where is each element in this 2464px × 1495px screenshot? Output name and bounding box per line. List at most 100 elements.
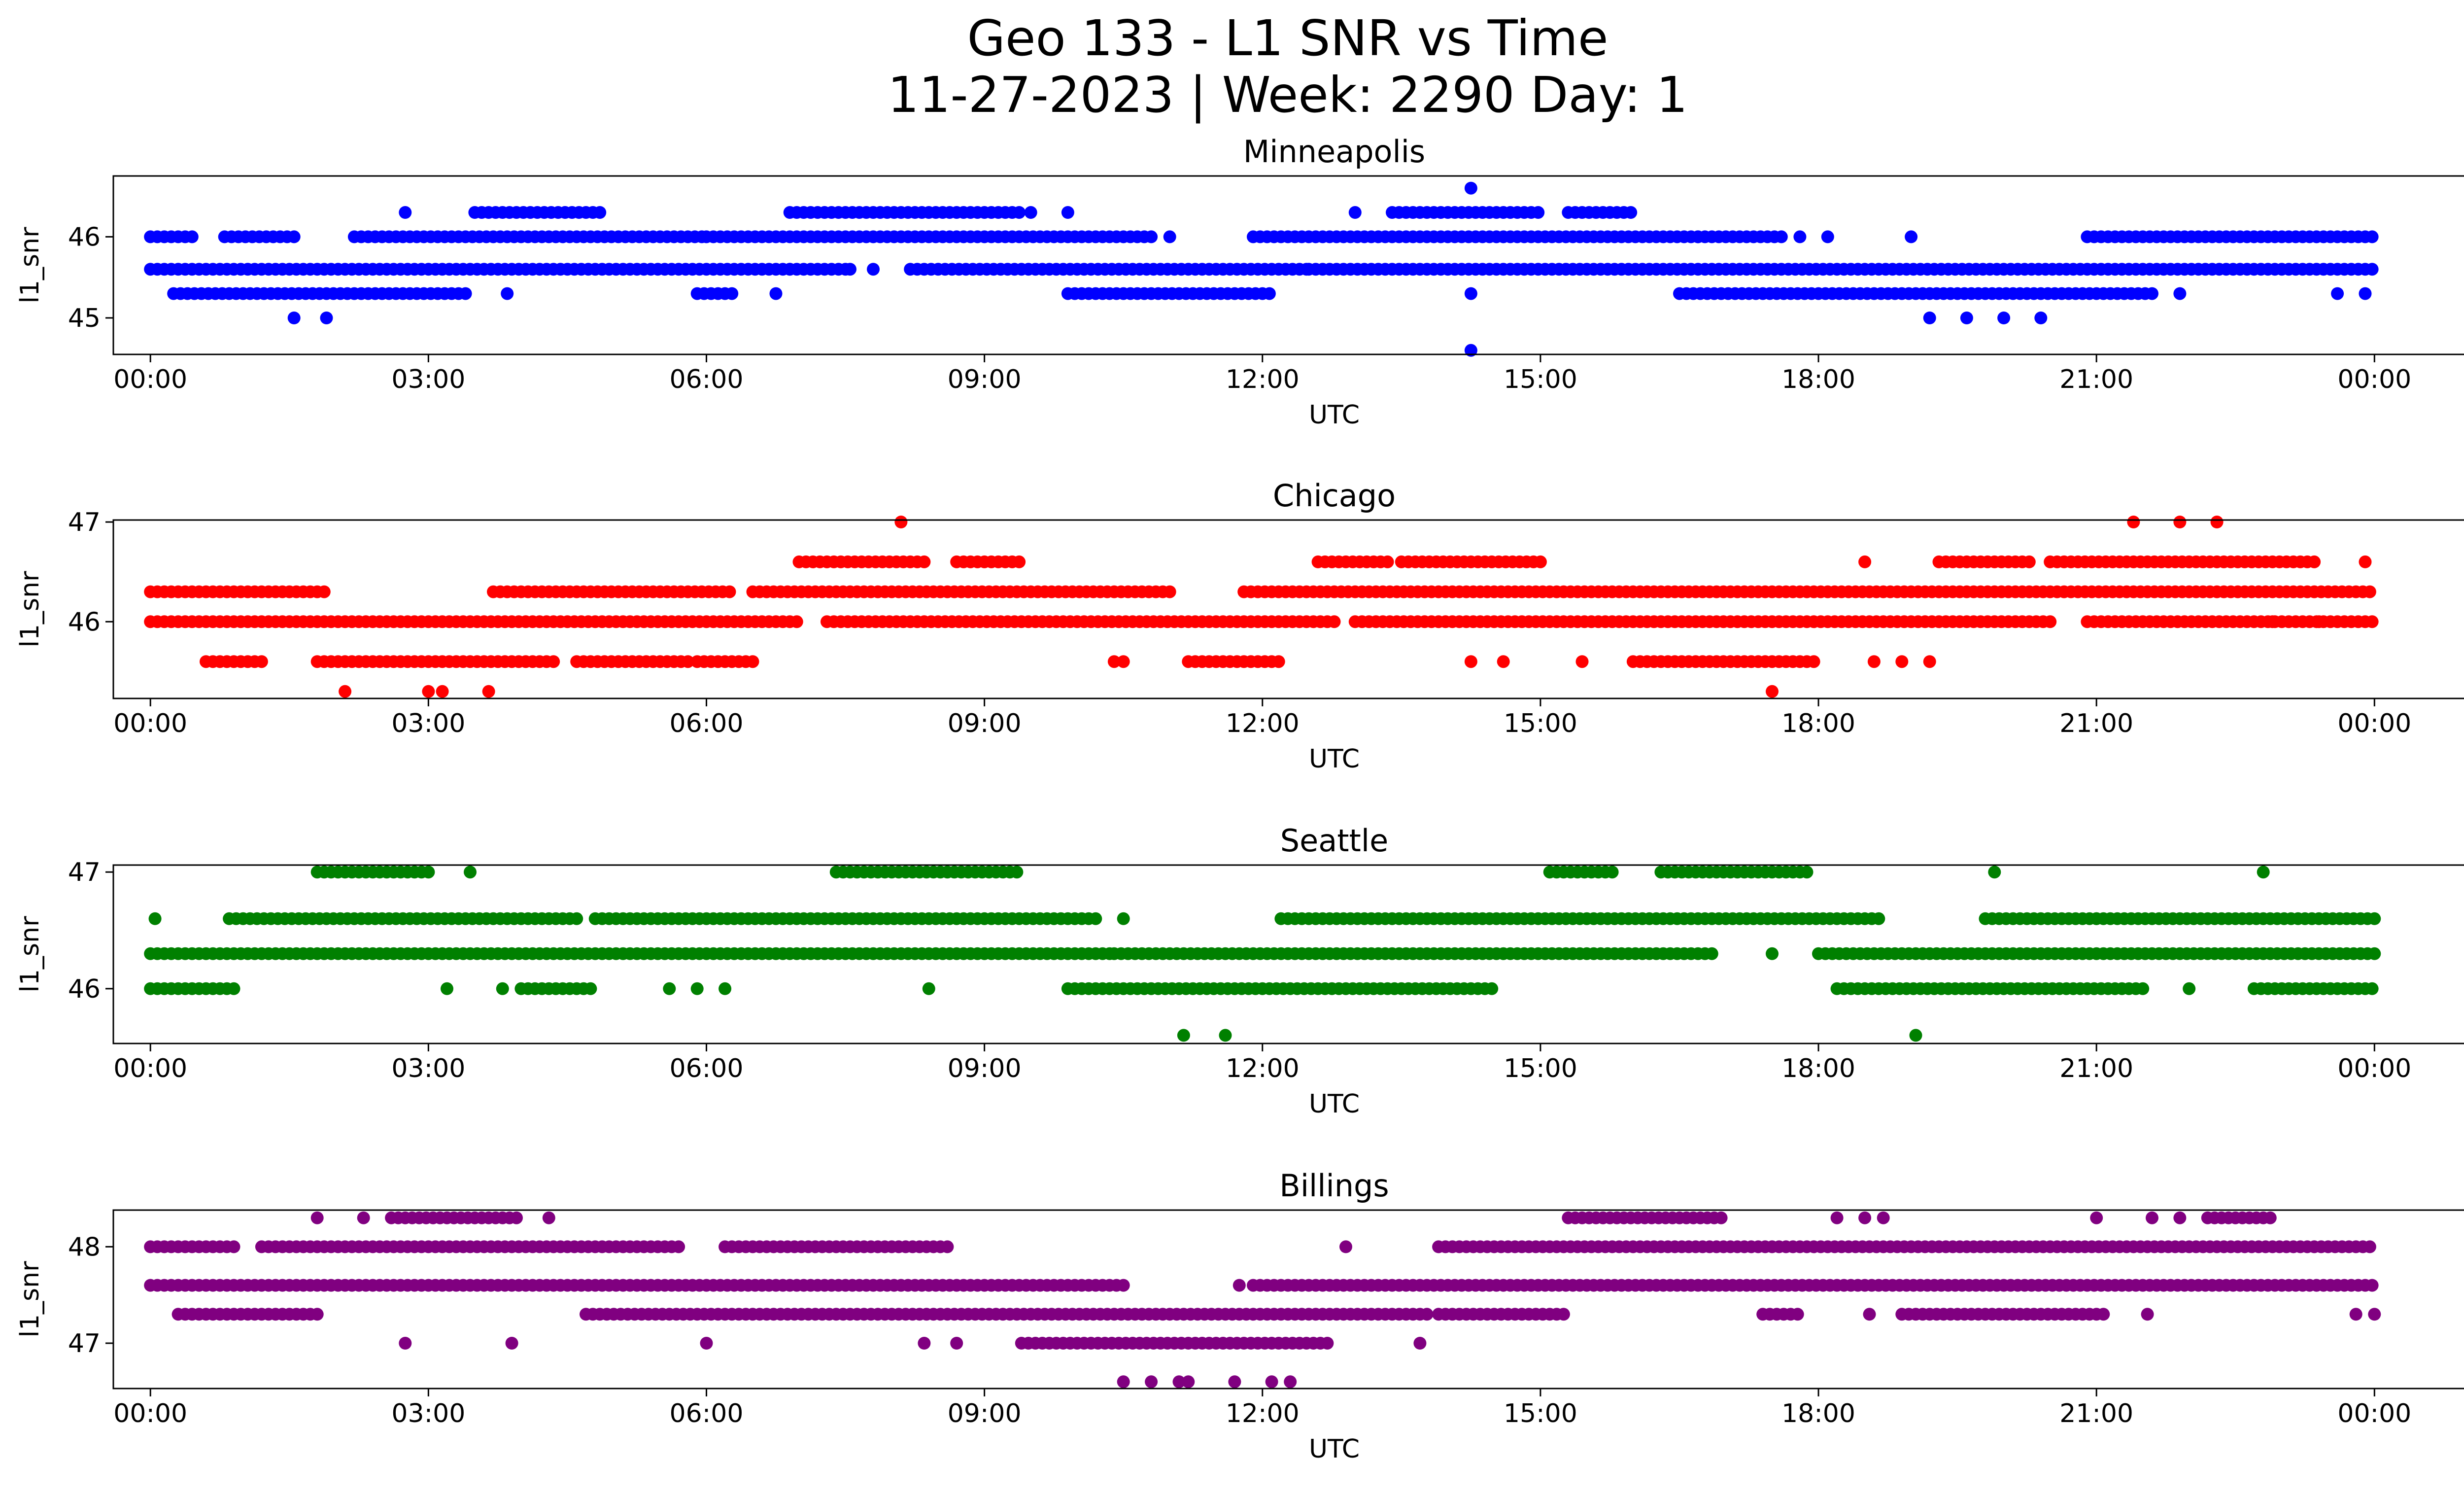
data-point xyxy=(185,230,199,243)
figure-title-line2: 11-27-2023 | Week: 2290 Day: 1 xyxy=(888,66,1687,124)
data-point xyxy=(1117,1375,1130,1389)
data-point xyxy=(1858,555,1872,568)
data-point xyxy=(2368,912,2381,925)
data-point xyxy=(2368,947,2381,960)
data-point xyxy=(663,982,676,995)
data-point xyxy=(436,685,449,698)
data-point xyxy=(2034,312,2048,324)
x-tick-label: 18:00 xyxy=(1781,709,1855,738)
data-point xyxy=(2022,555,2036,568)
axes-frame xyxy=(112,1209,2464,1390)
y-tick-label: 48 xyxy=(68,1232,101,1262)
x-tick-label: 00:00 xyxy=(113,1054,187,1083)
data-point xyxy=(769,287,783,300)
subplot-grid: Minneapolis 00:00 03:00 06:00 09:00 12:00 15:0… xyxy=(15,134,2464,1464)
figure-title-line1: Geo 133 - L1 SNR vs Time xyxy=(967,9,1608,67)
data-point xyxy=(672,1240,685,1253)
data-point xyxy=(1117,912,1130,925)
x-tick-label: 00:00 xyxy=(2337,1399,2411,1428)
data-point xyxy=(1061,206,1074,219)
data-point xyxy=(1163,585,1176,598)
data-point xyxy=(2349,1308,2362,1321)
data-point xyxy=(1013,206,1026,219)
data-point xyxy=(746,655,759,668)
data-point xyxy=(148,912,162,925)
data-point xyxy=(1339,1240,1352,1253)
data-point xyxy=(1858,1211,1872,1224)
data-point xyxy=(725,287,739,300)
data-point xyxy=(1163,230,1176,243)
x-tick-label: 00:00 xyxy=(2337,365,2411,394)
data-point xyxy=(1107,655,1121,668)
data-point xyxy=(441,982,453,995)
data-point xyxy=(2090,912,2103,925)
data-point xyxy=(2136,982,2150,995)
y-tick-label: 45 xyxy=(68,304,101,333)
x-tick-label: 09:00 xyxy=(948,1399,1022,1428)
x-tick-label: 15:00 xyxy=(1504,709,1577,738)
data-point xyxy=(2308,555,2321,568)
data-point xyxy=(2359,287,2372,300)
data-point xyxy=(422,866,435,879)
data-point xyxy=(1830,1211,1844,1224)
data-point xyxy=(255,655,268,668)
data-point xyxy=(1328,615,1341,628)
data-point xyxy=(2363,585,2376,598)
y-axis-label: l1_snr xyxy=(15,227,45,304)
axes-frame xyxy=(112,175,2464,355)
data-point xyxy=(320,312,333,324)
y-tick-label: 47 xyxy=(68,1329,101,1358)
subplot-title: Chicago xyxy=(1273,478,1396,514)
data-point xyxy=(1497,655,1510,668)
data-point xyxy=(1557,1308,1570,1321)
x-axis-label: UTC xyxy=(1309,400,1360,430)
data-point xyxy=(2173,1211,2187,1224)
data-point xyxy=(1714,1211,1728,1224)
y-axis-label: l1_snr xyxy=(15,916,45,993)
data-point xyxy=(357,1211,370,1224)
data-point xyxy=(1265,1375,1278,1389)
data-point xyxy=(287,230,301,243)
data-point xyxy=(1182,1375,1195,1389)
x-tick-label: 09:00 xyxy=(948,365,1022,394)
data-point xyxy=(2127,516,2140,528)
data-point xyxy=(1534,555,1547,568)
data-point xyxy=(2331,287,2344,300)
data-point xyxy=(399,206,412,219)
y-axis-label: l1_snr xyxy=(15,571,45,648)
data-point xyxy=(1960,312,1973,324)
x-tick-label: 09:00 xyxy=(948,1054,1022,1083)
x-tick-label: 06:00 xyxy=(670,709,744,738)
data-point xyxy=(1997,312,2011,324)
x-tick-label: 03:00 xyxy=(391,365,465,394)
subplot-2: Chicago 00:00 03:00 06:00 09:00 12:00 15:00 18:… xyxy=(15,478,2464,774)
data-point xyxy=(1321,1337,1334,1350)
axes-frame xyxy=(112,519,2464,699)
data-series xyxy=(144,1211,2381,1389)
data-point xyxy=(1177,1029,1190,1042)
data-point xyxy=(690,982,704,995)
data-point xyxy=(1089,912,1102,925)
data-series xyxy=(144,181,2379,357)
data-point xyxy=(1807,655,1820,668)
data-point xyxy=(593,206,607,219)
data-point xyxy=(1117,1279,1130,1292)
x-axis-label: UTC xyxy=(1309,744,1360,774)
data-point xyxy=(1145,1375,1158,1389)
x-tick-label: 00:00 xyxy=(113,1399,187,1428)
data-point xyxy=(1705,947,1718,960)
data-point xyxy=(459,287,472,300)
y-tick-label: 46 xyxy=(68,974,101,1004)
subplot-1: Minneapolis 00:00 03:00 06:00 09:00 12:00 15:0… xyxy=(15,134,2464,430)
data-point xyxy=(2359,555,2372,568)
data-point xyxy=(2365,1279,2379,1292)
data-point xyxy=(1013,555,1026,568)
data-point xyxy=(510,1211,523,1224)
x-tick-label: 06:00 xyxy=(670,365,744,394)
data-point xyxy=(584,982,597,995)
x-tick-label: 03:00 xyxy=(391,1399,465,1428)
data-series xyxy=(144,866,2381,1042)
data-point xyxy=(317,585,331,598)
data-point xyxy=(1624,206,1638,219)
data-point xyxy=(2263,1211,2277,1224)
